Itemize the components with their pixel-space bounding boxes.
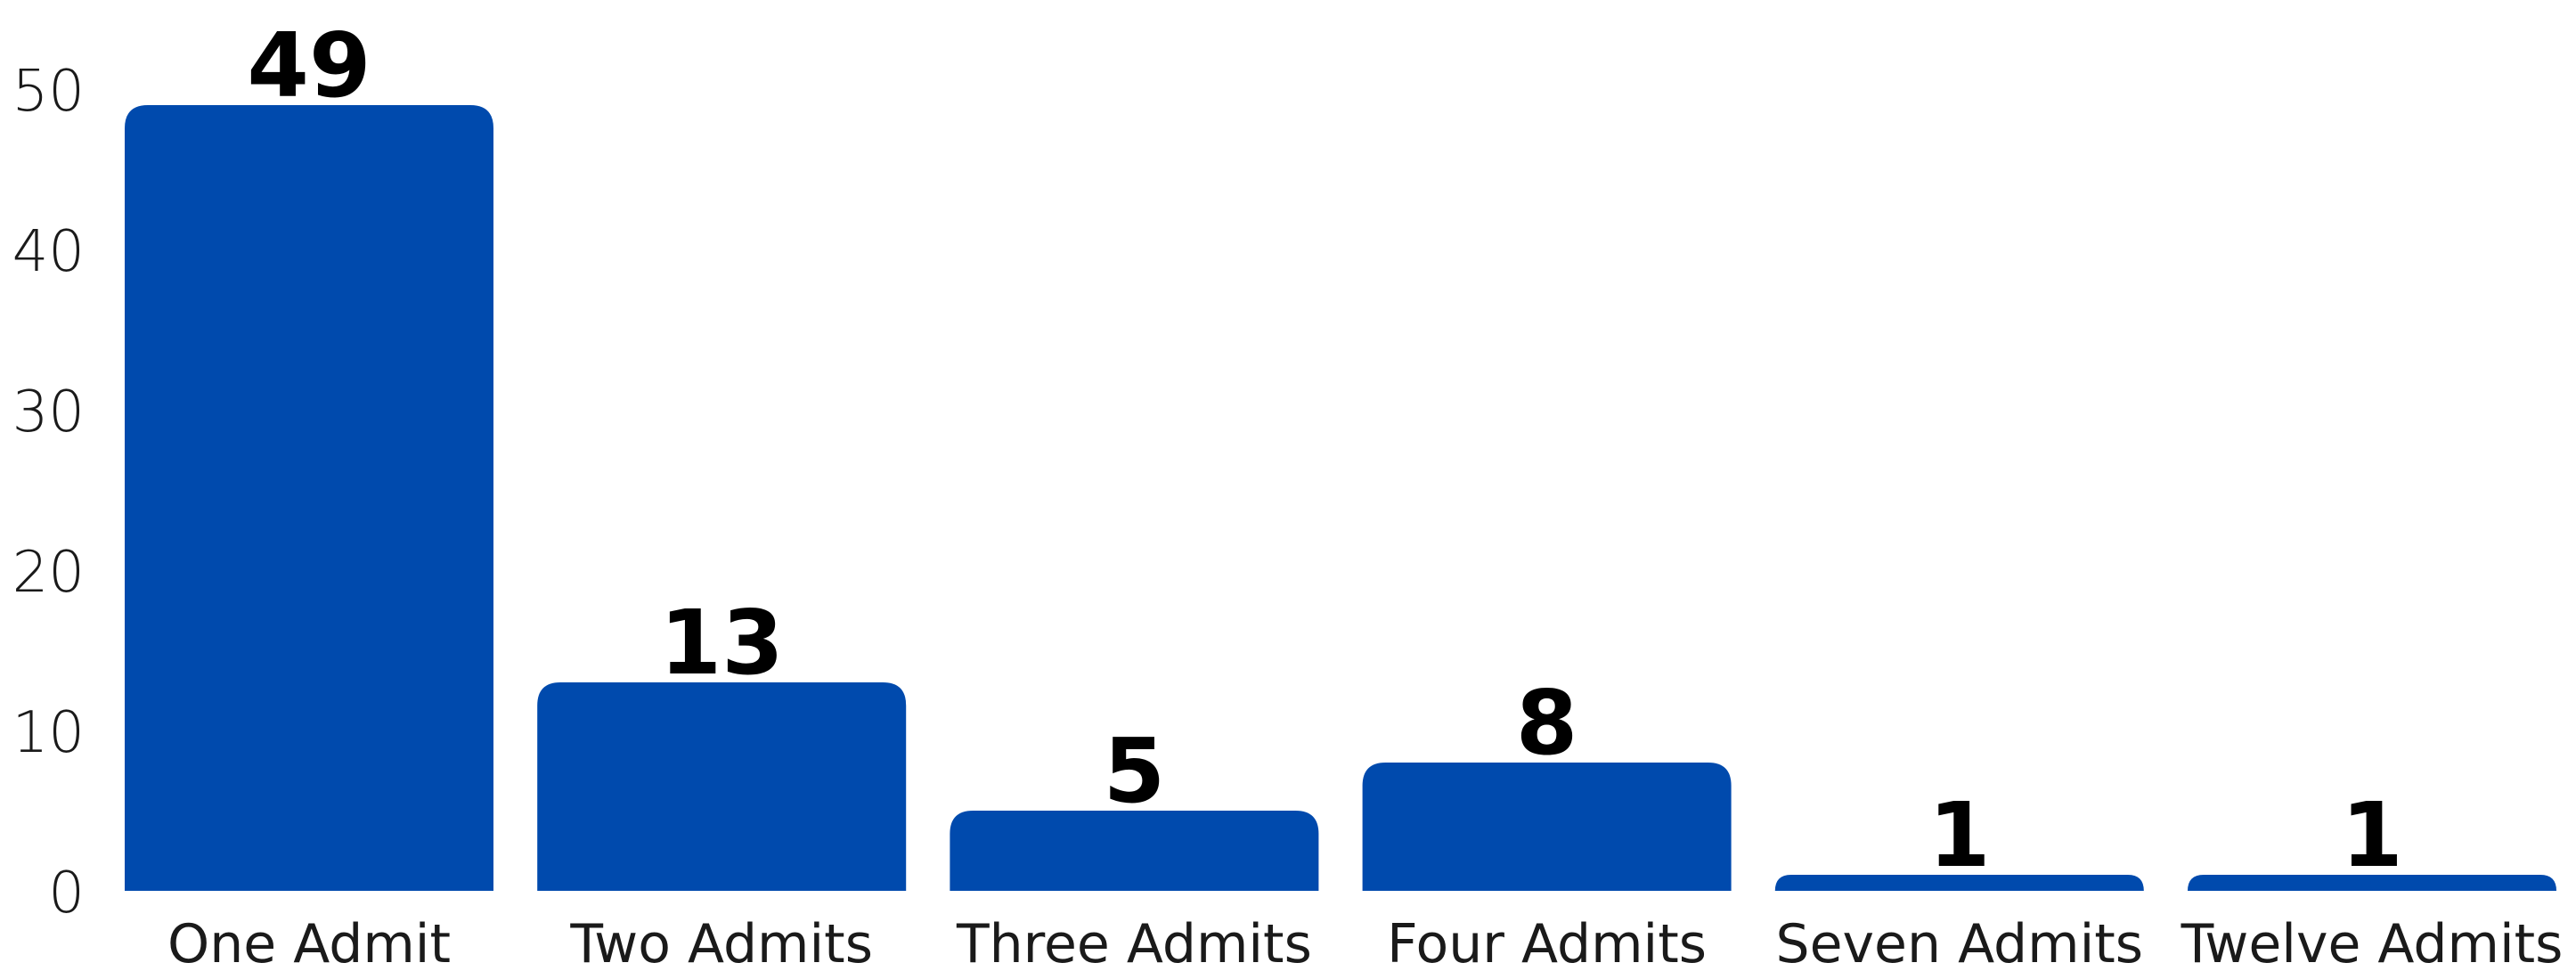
x-tick-label: Three Admits xyxy=(956,913,1312,971)
y-tick-label: 10 xyxy=(12,700,85,766)
x-tick-label: Seven Admits xyxy=(1776,913,2144,971)
bar-value-label: 1 xyxy=(1928,783,1991,887)
x-tick-label: Twelve Admits xyxy=(2181,913,2564,971)
bar-value-label: 13 xyxy=(660,591,784,695)
bar xyxy=(537,682,906,891)
bar-value-label: 1 xyxy=(2341,783,2403,887)
y-tick-label: 20 xyxy=(12,540,85,606)
bar-value-label: 49 xyxy=(247,13,371,118)
x-tick-label: Two Admits xyxy=(569,913,873,971)
bars-group xyxy=(125,105,2556,891)
x-tick-label: One Admit xyxy=(167,913,451,971)
x-tick-label: Four Admits xyxy=(1387,913,1707,971)
x-axis: One Admit Two Admits Three Admits Four Admi… xyxy=(167,913,2563,971)
bar xyxy=(125,105,493,891)
y-axis: 0 10 20 30 40 50 xyxy=(12,59,85,926)
bar-value-label: 8 xyxy=(1516,671,1578,775)
y-tick-label: 40 xyxy=(12,219,85,285)
y-tick-label: 50 xyxy=(12,59,85,125)
bar xyxy=(1363,763,1732,891)
y-tick-label: 30 xyxy=(12,379,85,445)
y-tick-label: 0 xyxy=(48,861,85,926)
bar-value-label: 5 xyxy=(1104,719,1166,823)
